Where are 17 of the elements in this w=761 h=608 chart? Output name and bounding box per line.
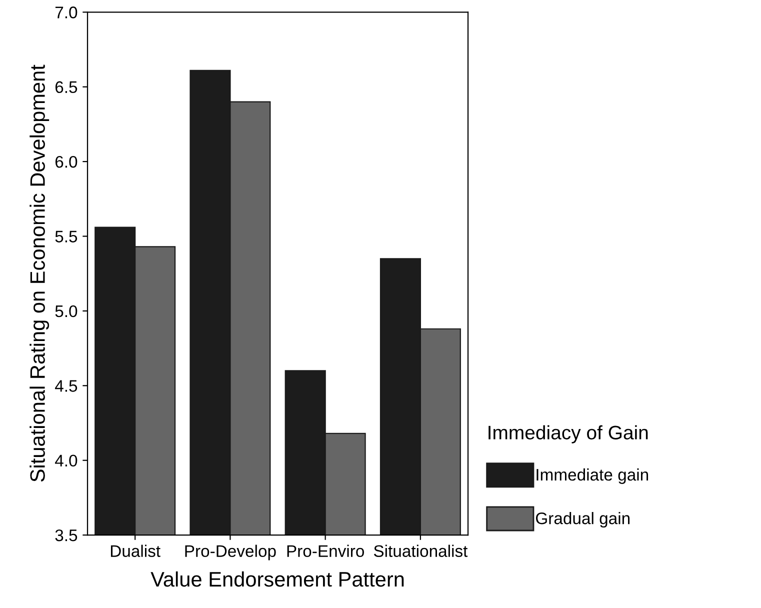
x-tick-label: Dualist <box>110 544 160 558</box>
y-tick-label: 5.0 <box>55 305 78 318</box>
y-tick-label: 5.5 <box>55 230 78 242</box>
legend-label: Immediate gain <box>536 468 648 484</box>
x-tick-label: Pro-Develop <box>185 544 276 560</box>
y-tick-label: 7.0 <box>55 6 78 18</box>
legend-label: Gradual gain <box>536 512 630 528</box>
y-tick-label: 4.0 <box>55 454 78 467</box>
x-tick-label: Pro-Enviro <box>287 544 364 558</box>
x-tick-label: Situationalist <box>374 544 468 558</box>
x-axis-title: Value Endorsement Pattern <box>150 571 404 587</box>
y-axis-title: Situational Rating on Economic Development <box>30 64 50 482</box>
legend-title: Immediacy of Gain <box>488 425 648 444</box>
y-tick-label: 6.5 <box>55 81 78 94</box>
y-tick-label: 4.5 <box>55 380 78 392</box>
y-tick-label: 6.0 <box>55 156 78 168</box>
y-tick-label: 3.5 <box>55 529 78 542</box>
